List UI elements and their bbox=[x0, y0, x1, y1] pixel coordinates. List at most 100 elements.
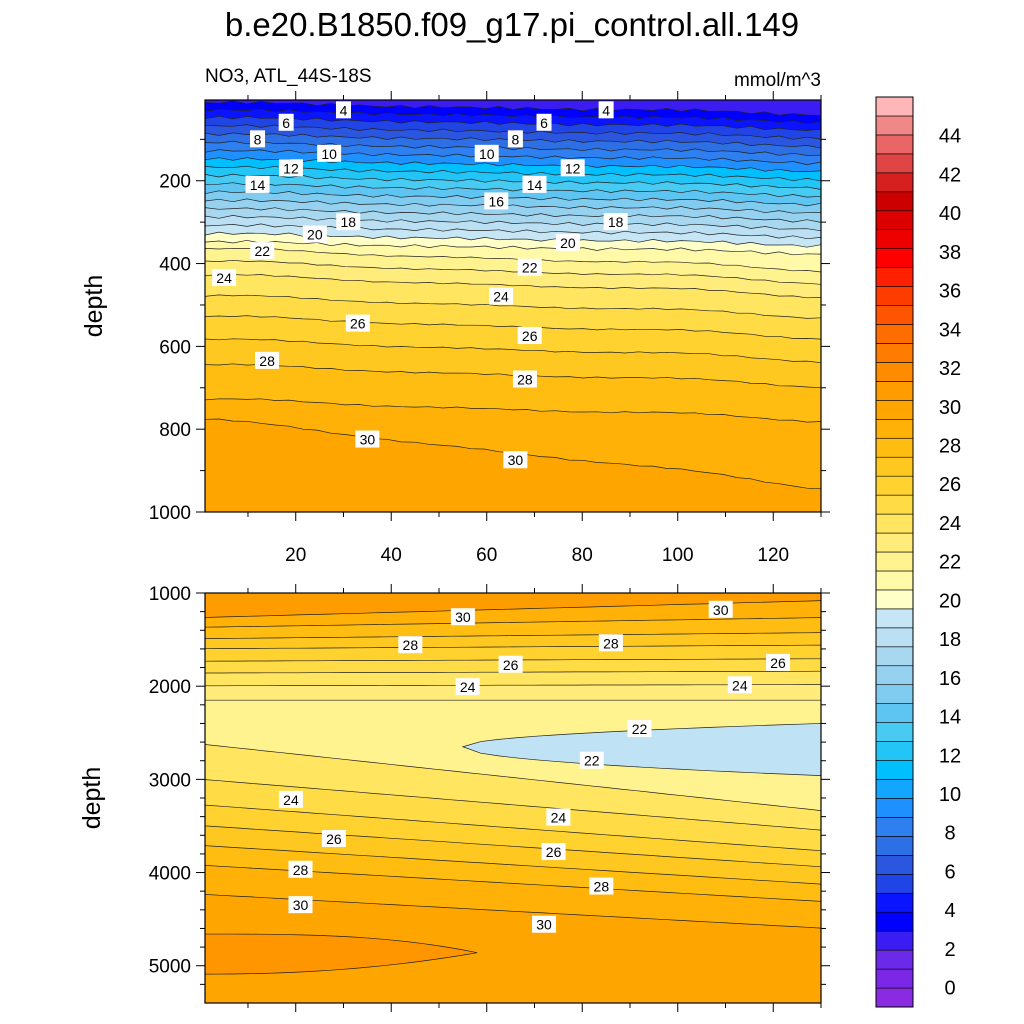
svg-text:26: 26 bbox=[522, 328, 538, 344]
colorbar-label: 24 bbox=[939, 513, 961, 535]
colorbar-label: 12 bbox=[939, 745, 961, 767]
svg-text:22: 22 bbox=[584, 753, 600, 769]
upper-y-axis-label: depth bbox=[80, 275, 108, 338]
colorbar-label: 6 bbox=[944, 861, 955, 883]
colorbar-swatch bbox=[875, 229, 914, 249]
colorbar-swatch bbox=[875, 381, 914, 401]
contour-line-29 bbox=[205, 617, 821, 628]
svg-text:26: 26 bbox=[326, 831, 342, 847]
contour-label: 26 bbox=[345, 314, 370, 332]
contour-label: 4 bbox=[598, 101, 614, 119]
colorbar-swatch bbox=[875, 760, 914, 780]
contour-line-15 bbox=[205, 190, 821, 207]
svg-text:8: 8 bbox=[254, 131, 262, 147]
colorbar-label: 18 bbox=[939, 629, 961, 651]
contour-line-6 bbox=[205, 115, 821, 131]
svg-text:12: 12 bbox=[565, 160, 581, 176]
lower-y-tick-label: 3000 bbox=[149, 770, 191, 791]
colorbar-label: 38 bbox=[939, 242, 961, 264]
contour-line-25 bbox=[205, 294, 821, 319]
subtitle-variable-region: NO3, ATL_44S-18S bbox=[205, 66, 372, 87]
contour-line-27 bbox=[205, 338, 821, 364]
colorbar-swatch bbox=[875, 873, 914, 894]
colorbar-swatch bbox=[875, 798, 914, 818]
upper-panel-frame bbox=[204, 99, 822, 513]
contour-label: 28 bbox=[288, 860, 313, 878]
contour-label: 30 bbox=[532, 915, 557, 933]
colorbar-label: 30 bbox=[939, 397, 961, 419]
svg-text:26: 26 bbox=[546, 844, 562, 860]
contour-label: 24 bbox=[455, 678, 480, 696]
contour-line-11 bbox=[205, 157, 821, 172]
contour-label: 8 bbox=[250, 130, 266, 148]
contour-line-18 bbox=[205, 215, 821, 232]
contour-line-27 bbox=[205, 825, 821, 868]
contour-label: 14 bbox=[245, 175, 270, 193]
contour-line-17 bbox=[205, 207, 821, 223]
svg-text:24: 24 bbox=[283, 792, 299, 808]
svg-text:24: 24 bbox=[732, 677, 748, 693]
colorbar-swatch bbox=[875, 456, 914, 477]
colorbar-swatch bbox=[875, 570, 914, 591]
svg-text:18: 18 bbox=[340, 214, 356, 230]
colorbar-swatch bbox=[875, 968, 914, 989]
contour-label: 26 bbox=[766, 653, 791, 671]
colorbar-label: 40 bbox=[939, 203, 961, 225]
colorbar-label: 44 bbox=[939, 126, 961, 148]
svg-text:30: 30 bbox=[455, 609, 471, 625]
contour-label: 20 bbox=[302, 225, 327, 243]
colorbar-swatch bbox=[875, 646, 914, 667]
svg-text:4: 4 bbox=[340, 102, 348, 118]
svg-text:16: 16 bbox=[488, 193, 504, 209]
contour-label: 18 bbox=[603, 213, 628, 231]
upper-y-tick-label: 1000 bbox=[149, 503, 191, 524]
upper-contour-panel: 4 4 6 6 8 8 10 10 12 12 14 14 16 18 18 20 20 22 22 24 24 26 26… bbox=[149, 91, 830, 566]
contour-line-25 bbox=[205, 779, 821, 831]
contour-line-4 bbox=[205, 100, 821, 116]
colorbar-label: 22 bbox=[939, 552, 961, 574]
upper-x-tick-label: 20 bbox=[285, 545, 306, 566]
upper-x-tick-label: 120 bbox=[757, 545, 789, 566]
colorbar-swatch bbox=[875, 930, 914, 951]
colorbar-swatch bbox=[875, 305, 914, 325]
svg-text:26: 26 bbox=[503, 657, 519, 673]
upper-x-tick-label: 60 bbox=[476, 545, 497, 566]
svg-text:10: 10 bbox=[321, 146, 337, 162]
svg-text:30: 30 bbox=[713, 602, 729, 618]
contour-label: 24 bbox=[489, 287, 514, 305]
colorbar-swatch bbox=[875, 892, 914, 913]
colorbar-swatch bbox=[875, 494, 914, 515]
contour-line-24 bbox=[205, 684, 821, 687]
contour-label: 10 bbox=[317, 144, 342, 162]
upper-x-tick-label: 80 bbox=[572, 545, 593, 566]
contour-label: 28 bbox=[398, 636, 423, 654]
colorbar-swatch bbox=[875, 817, 914, 837]
contour-label: 22 bbox=[250, 242, 275, 260]
colorbar-swatch bbox=[875, 475, 914, 496]
contour-line-22 bbox=[205, 247, 821, 273]
svg-text:24: 24 bbox=[493, 289, 509, 305]
lower-panel-frame bbox=[204, 592, 822, 1004]
svg-text:20: 20 bbox=[307, 227, 323, 243]
colorbar-swatch bbox=[875, 267, 914, 287]
colorbar-label: 8 bbox=[944, 823, 955, 845]
svg-text:12: 12 bbox=[283, 160, 299, 176]
upper-y-tick-label: 400 bbox=[159, 255, 191, 276]
contour-line-14 bbox=[205, 182, 821, 198]
svg-text:28: 28 bbox=[293, 862, 309, 878]
svg-text:24: 24 bbox=[460, 679, 476, 695]
colorbar-label: 0 bbox=[944, 978, 955, 1000]
lower-y-tick-label: 4000 bbox=[149, 864, 191, 885]
contour-label: 6 bbox=[278, 113, 294, 131]
contour-line-28 bbox=[205, 845, 821, 885]
colorbar-swatch bbox=[875, 400, 914, 420]
svg-text:4: 4 bbox=[602, 102, 610, 118]
colorbar-swatch bbox=[875, 513, 914, 534]
svg-text:22: 22 bbox=[255, 243, 271, 259]
upper-y-tick-label: 200 bbox=[159, 172, 191, 193]
colorbar-swatch bbox=[875, 343, 914, 363]
contour-label: 30 bbox=[503, 451, 528, 469]
colorbar-label: 32 bbox=[939, 358, 961, 380]
upper-y-tick-label: 800 bbox=[159, 420, 191, 441]
contour-line-21 bbox=[205, 239, 821, 256]
